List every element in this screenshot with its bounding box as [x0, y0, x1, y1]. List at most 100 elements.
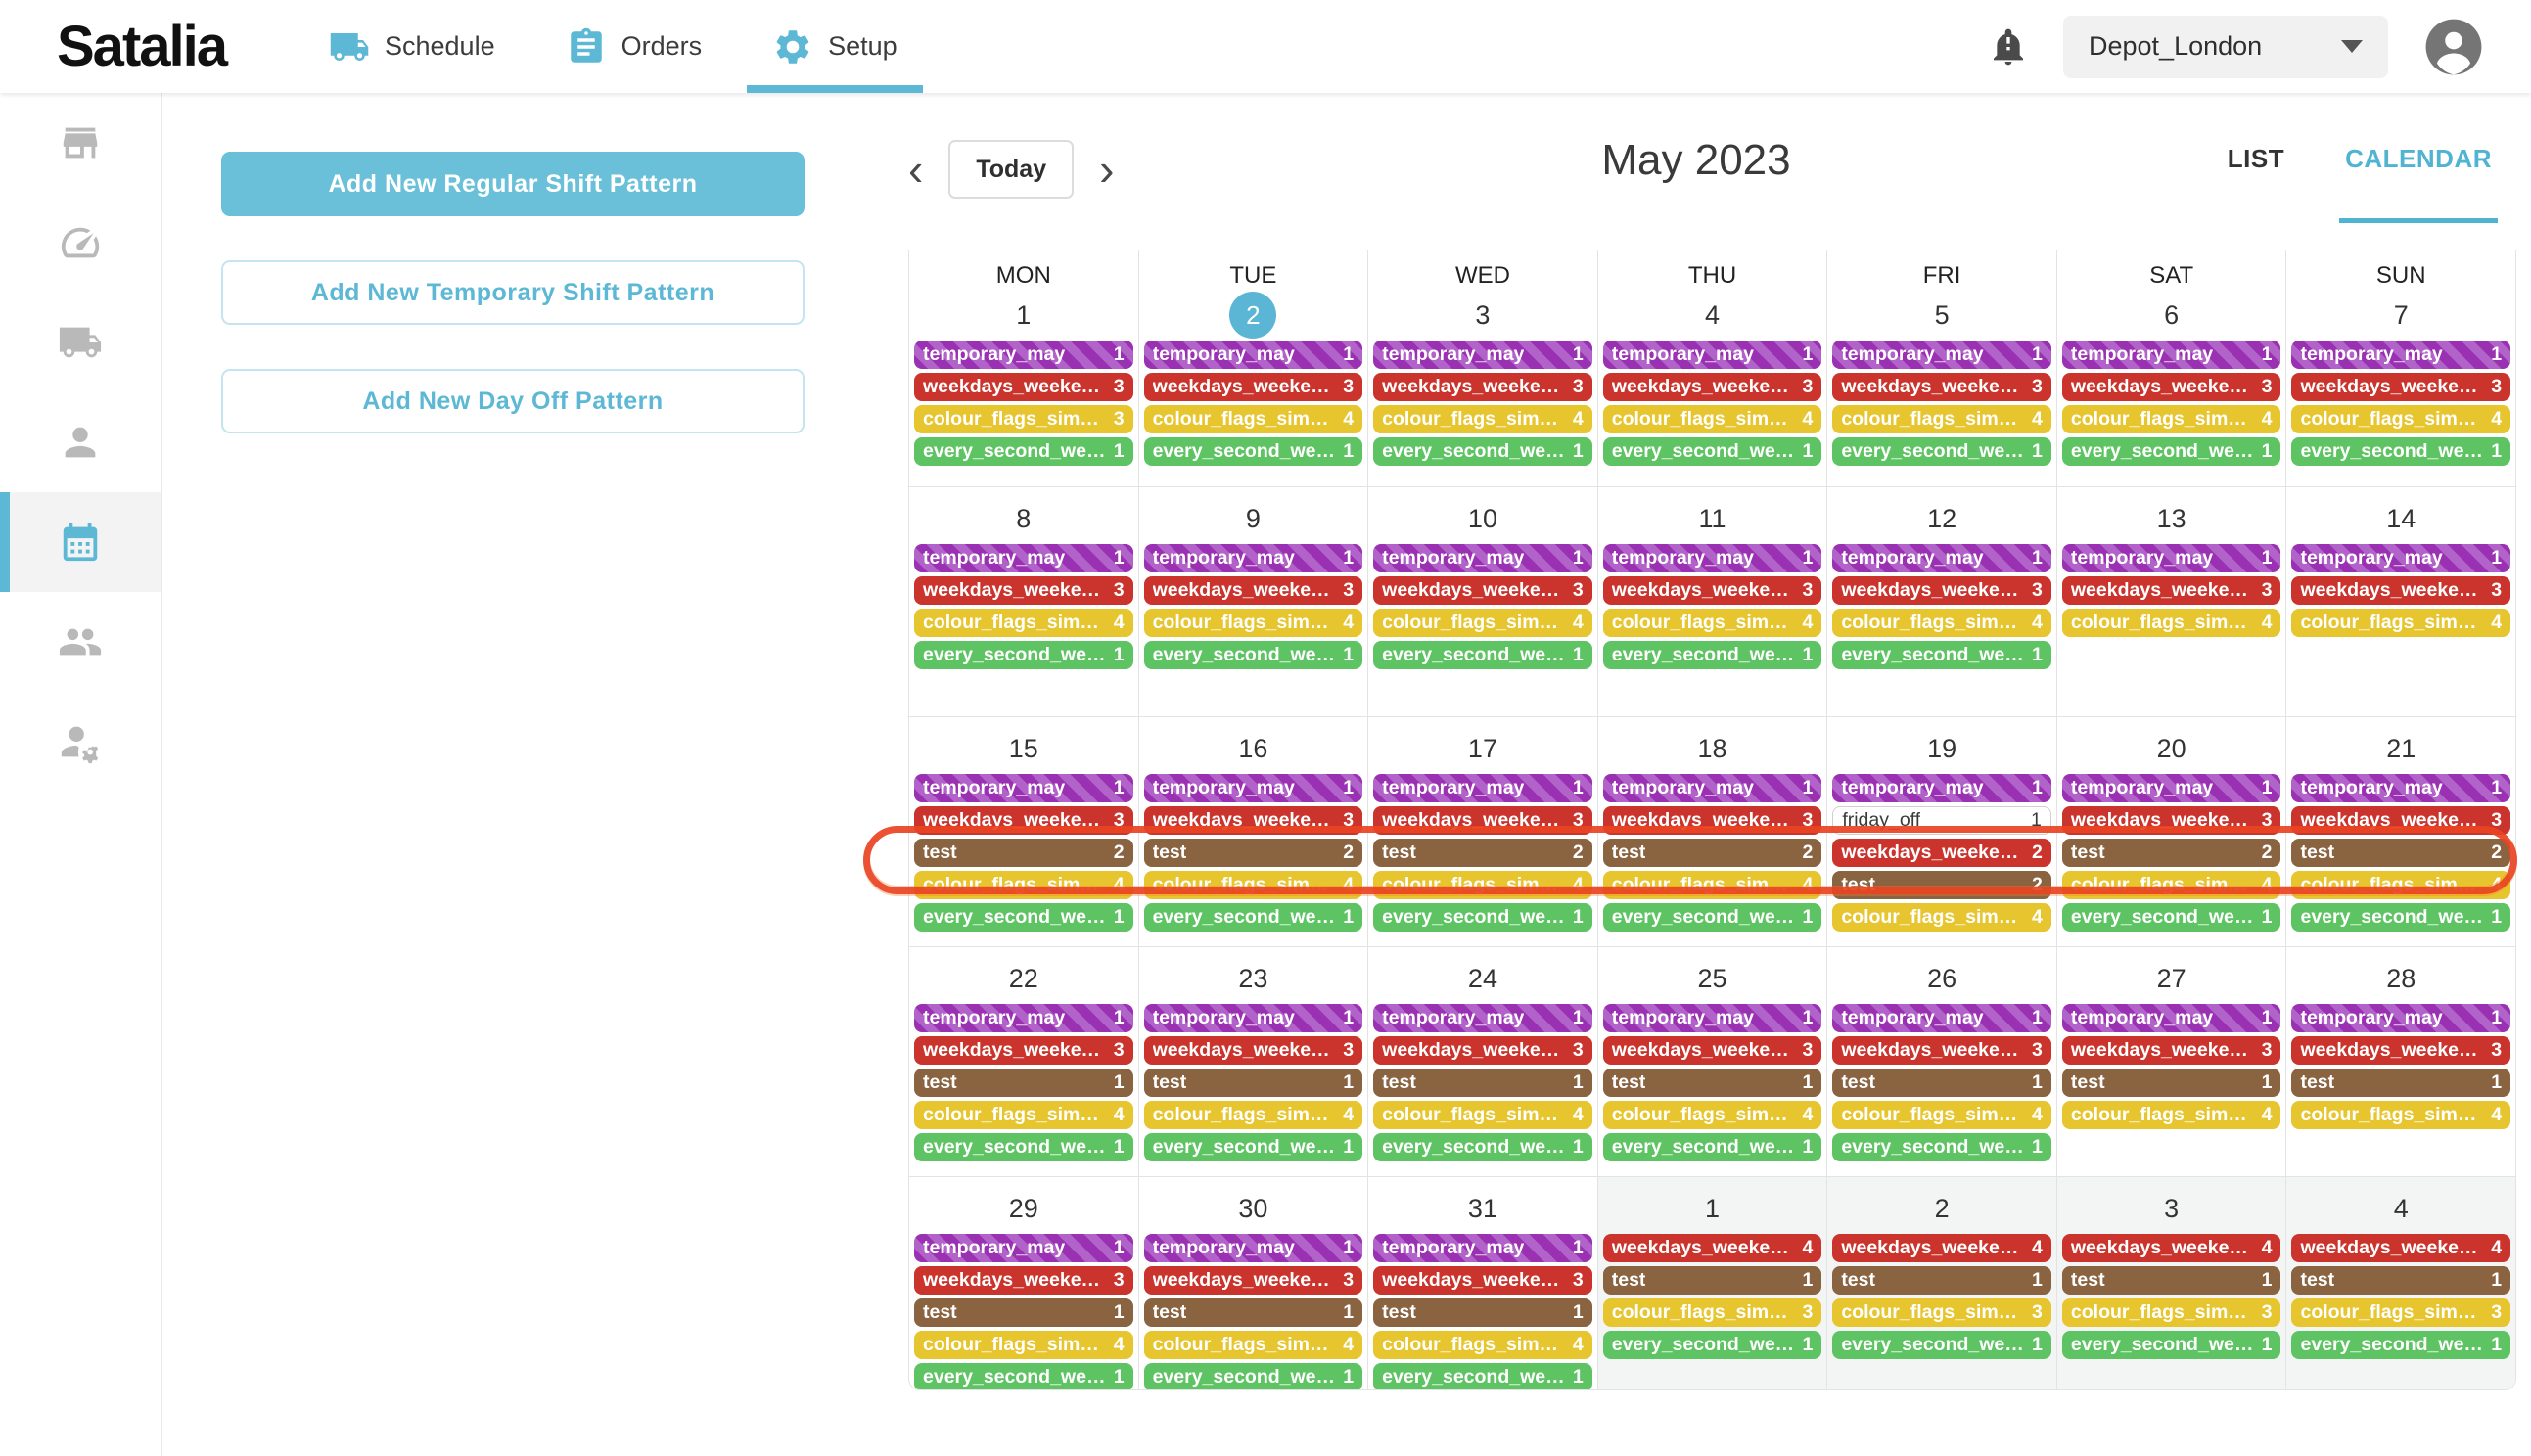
sidebar-item-store[interactable]: [0, 93, 161, 193]
shift-pattern-chip[interactable]: weekdays_weeke… 3: [1373, 1266, 1592, 1295]
shift-pattern-chip[interactable]: every_second_we… 1: [1373, 1363, 1592, 1389]
shift-pattern-chip[interactable]: weekdays_weeke… 3: [1143, 1266, 1363, 1295]
shift-pattern-chip[interactable]: every_second_we… 1: [1143, 903, 1363, 932]
shift-pattern-chip[interactable]: test 2: [914, 839, 1133, 867]
shift-pattern-chip[interactable]: weekdays_weeke… 4: [2291, 1234, 2511, 1262]
shift-pattern-chip[interactable]: test 1: [1143, 1298, 1363, 1327]
shift-pattern-chip[interactable]: colour_flags_sim… 4: [1373, 1331, 1592, 1359]
shift-pattern-chip[interactable]: temporary_may 1: [1143, 544, 1363, 572]
shift-pattern-chip[interactable]: temporary_may 1: [2291, 341, 2511, 369]
shift-pattern-chip[interactable]: colour_flags_sim… 4: [1602, 1101, 1822, 1129]
shift-pattern-chip[interactable]: weekdays_weeke… 3: [1832, 1036, 2051, 1065]
shift-pattern-chip[interactable]: every_second_we… 1: [1143, 437, 1363, 466]
shift-pattern-chip[interactable]: temporary_may 1: [1832, 774, 2051, 802]
shift-pattern-chip[interactable]: every_second_we… 1: [1143, 1133, 1363, 1161]
shift-pattern-chip[interactable]: colour_flags_sim… 4: [1832, 1101, 2051, 1129]
shift-pattern-chip[interactable]: colour_flags_sim… 4: [914, 1331, 1133, 1359]
shift-pattern-chip[interactable]: colour_flags_sim… 4: [1832, 903, 2051, 932]
shift-pattern-chip[interactable]: every_second_we… 1: [1832, 1331, 2051, 1359]
shift-pattern-chip[interactable]: weekdays_weeke… 3: [2061, 373, 2281, 401]
shift-pattern-chip[interactable]: temporary_may 1: [1373, 1234, 1592, 1262]
shift-pattern-chip[interactable]: test 2: [1832, 871, 2051, 899]
shift-pattern-chip[interactable]: every_second_we… 1: [2291, 903, 2511, 932]
shift-pattern-chip[interactable]: every_second_we… 1: [2291, 1331, 2511, 1359]
shift-pattern-chip[interactable]: every_second_we… 1: [1832, 641, 2051, 669]
shift-pattern-chip[interactable]: weekdays_weeke… 3: [1373, 1036, 1592, 1065]
shift-pattern-chip[interactable]: colour_flags_sim… 4: [914, 871, 1133, 899]
shift-pattern-chip[interactable]: weekdays_weeke… 3: [2061, 1036, 2281, 1065]
shift-pattern-chip[interactable]: weekdays_weeke… 3: [1143, 373, 1363, 401]
shift-pattern-chip[interactable]: weekdays_weeke… 3: [2291, 1036, 2511, 1065]
shift-pattern-chip[interactable]: colour_flags_sim… 3: [1832, 1298, 2051, 1327]
shift-pattern-chip[interactable]: colour_flags_sim… 4: [1143, 1331, 1363, 1359]
shift-pattern-chip[interactable]: colour_flags_sim… 4: [2291, 871, 2511, 899]
shift-pattern-chip[interactable]: every_second_we… 1: [1602, 1133, 1822, 1161]
bell-alert-icon[interactable]: [1989, 27, 2028, 67]
user-avatar-icon[interactable]: [2423, 17, 2484, 77]
shift-pattern-chip[interactable]: temporary_may 1: [1602, 544, 1822, 572]
shift-pattern-chip[interactable]: temporary_may 1: [1832, 544, 2051, 572]
shift-pattern-chip[interactable]: every_second_we… 1: [914, 641, 1133, 669]
shift-pattern-chip[interactable]: test 2: [2061, 839, 2281, 867]
shift-pattern-chip[interactable]: test 1: [1832, 1069, 2051, 1097]
shift-pattern-chip[interactable]: every_second_we… 1: [1602, 437, 1822, 466]
shift-pattern-chip[interactable]: weekdays_weeke… 3: [2061, 806, 2281, 835]
shift-pattern-chip[interactable]: every_second_we… 1: [914, 1133, 1133, 1161]
shift-pattern-chip[interactable]: test 1: [1832, 1266, 2051, 1295]
shift-pattern-chip[interactable]: test 1: [2291, 1266, 2511, 1295]
shift-pattern-chip[interactable]: weekdays_weeke… 3: [1373, 806, 1592, 835]
shift-pattern-chip[interactable]: colour_flags_sim… 4: [1602, 871, 1822, 899]
shift-pattern-chip[interactable]: colour_flags_sim… 3: [914, 405, 1133, 433]
shift-pattern-chip[interactable]: test 2: [1373, 839, 1592, 867]
shift-pattern-chip[interactable]: temporary_may 1: [1143, 1234, 1363, 1262]
shift-pattern-chip[interactable]: colour_flags_sim… 3: [2061, 1298, 2281, 1327]
shift-pattern-chip[interactable]: colour_flags_sim… 4: [1602, 405, 1822, 433]
shift-pattern-chip[interactable]: temporary_may 1: [914, 774, 1133, 802]
shift-pattern-chip[interactable]: weekdays_weeke… 2: [1832, 839, 2051, 867]
shift-pattern-chip[interactable]: friday_off 1: [1832, 806, 2051, 835]
shift-pattern-chip[interactable]: colour_flags_sim… 4: [2291, 609, 2511, 637]
shift-pattern-chip[interactable]: temporary_may 1: [2061, 1004, 2281, 1032]
shift-pattern-chip[interactable]: weekdays_weeke… 4: [2061, 1234, 2281, 1262]
shift-pattern-chip[interactable]: temporary_may 1: [2291, 544, 2511, 572]
shift-pattern-chip[interactable]: weekdays_weeke… 3: [914, 373, 1133, 401]
shift-pattern-chip[interactable]: colour_flags_sim… 3: [2291, 1298, 2511, 1327]
shift-pattern-chip[interactable]: temporary_may 1: [2061, 341, 2281, 369]
shift-pattern-chip[interactable]: every_second_we… 1: [1602, 1331, 1822, 1359]
shift-pattern-chip[interactable]: temporary_may 1: [1832, 341, 2051, 369]
shift-pattern-chip[interactable]: test 2: [2291, 839, 2511, 867]
shift-pattern-chip[interactable]: every_second_we… 1: [1373, 1133, 1592, 1161]
shift-pattern-chip[interactable]: temporary_may 1: [1143, 341, 1363, 369]
shift-pattern-chip[interactable]: test 1: [2061, 1266, 2281, 1295]
shift-pattern-chip[interactable]: weekdays_weeke… 3: [2291, 806, 2511, 835]
shift-pattern-chip[interactable]: colour_flags_sim… 3: [1602, 1298, 1822, 1327]
today-button[interactable]: Today: [948, 140, 1075, 199]
add-temporary-shift-pattern-button[interactable]: Add New Temporary Shift Pattern: [221, 260, 805, 325]
shift-pattern-chip[interactable]: weekdays_weeke… 3: [1373, 576, 1592, 605]
shift-pattern-chip[interactable]: test 1: [2291, 1069, 2511, 1097]
chevron-right-icon[interactable]: ›: [1099, 144, 1115, 195]
shift-pattern-chip[interactable]: test 1: [914, 1298, 1133, 1327]
shift-pattern-chip[interactable]: colour_flags_sim… 4: [2061, 1101, 2281, 1129]
chevron-left-icon[interactable]: ‹: [908, 144, 924, 195]
tab-list[interactable]: LIST: [2227, 144, 2285, 173]
shift-pattern-chip[interactable]: colour_flags_sim… 4: [2061, 405, 2281, 433]
shift-pattern-chip[interactable]: colour_flags_sim… 4: [1143, 871, 1363, 899]
shift-pattern-chip[interactable]: colour_flags_sim… 4: [2291, 1101, 2511, 1129]
shift-pattern-chip[interactable]: temporary_may 1: [914, 1004, 1133, 1032]
nav-item-setup[interactable]: Setup: [747, 0, 923, 93]
shift-pattern-chip[interactable]: weekdays_weeke… 3: [914, 806, 1133, 835]
shift-pattern-chip[interactable]: every_second_we… 1: [2061, 903, 2281, 932]
shift-pattern-chip[interactable]: weekdays_weeke… 3: [914, 576, 1133, 605]
shift-pattern-chip[interactable]: weekdays_weeke… 3: [1602, 806, 1822, 835]
shift-pattern-chip[interactable]: colour_flags_sim… 4: [2291, 405, 2511, 433]
shift-pattern-chip[interactable]: every_second_we… 1: [2061, 437, 2281, 466]
shift-pattern-chip[interactable]: temporary_may 1: [1602, 341, 1822, 369]
shift-pattern-chip[interactable]: test 2: [1602, 839, 1822, 867]
shift-pattern-chip[interactable]: colour_flags_sim… 4: [1832, 405, 2051, 433]
sidebar-item-vehicles[interactable]: [0, 293, 161, 392]
shift-pattern-chip[interactable]: weekdays_weeke… 3: [914, 1266, 1133, 1295]
shift-pattern-chip[interactable]: every_second_we… 1: [2291, 437, 2511, 466]
add-regular-shift-pattern-button[interactable]: Add New Regular Shift Pattern: [221, 152, 805, 216]
shift-pattern-chip[interactable]: temporary_may 1: [2061, 774, 2281, 802]
